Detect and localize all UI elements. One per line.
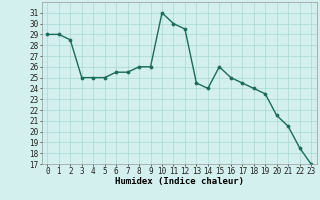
- X-axis label: Humidex (Indice chaleur): Humidex (Indice chaleur): [115, 177, 244, 186]
